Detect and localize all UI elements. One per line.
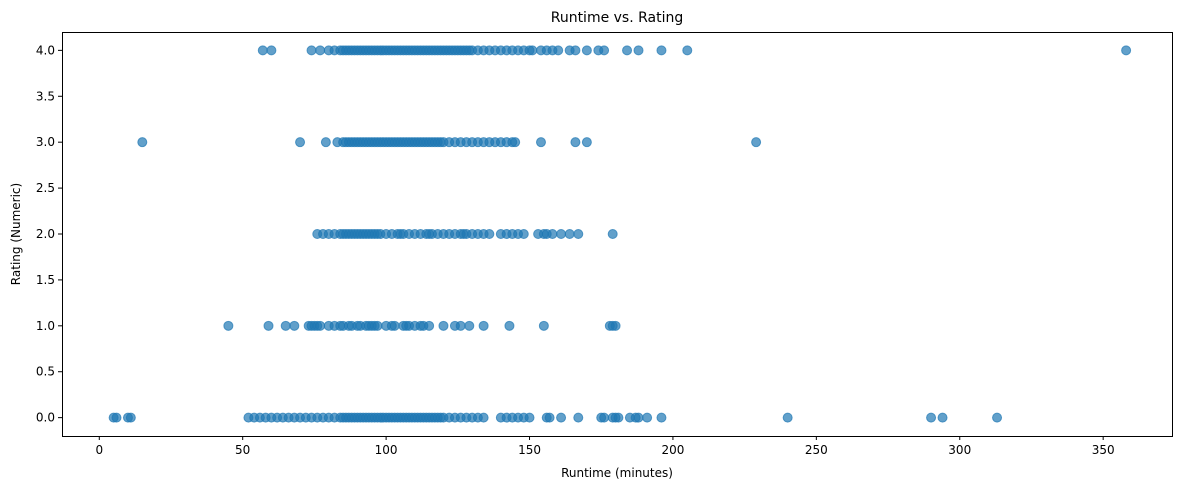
data-point [223,320,234,331]
x-axis: 0 50 100 150 200 250 300 350 [95,436,1115,457]
x-tick-label: 300 [948,443,971,457]
data-point [438,320,449,331]
y-tick-label: 0.5 [36,365,55,379]
y-tick-label: 1.0 [36,319,55,333]
data-point [573,412,584,423]
data-point [535,137,546,148]
data-point [1121,45,1132,56]
data-point [926,412,937,423]
y-tick-label: 3.5 [36,89,55,103]
data-point [372,320,383,331]
data-point [656,412,667,423]
x-tick-label: 250 [805,443,828,457]
data-point [524,412,535,423]
data-point [424,320,435,331]
data-point [633,412,644,423]
points-layer [108,45,1132,423]
data-point [570,137,581,148]
y-tick-label: 2.0 [36,227,55,241]
data-point [656,45,667,56]
data-point [295,137,306,148]
data-point [642,412,653,423]
data-point [607,229,618,239]
data-point [564,229,575,239]
data-point [622,45,633,56]
data-point [782,412,793,423]
plot-frame [62,32,1173,437]
x-tick-label: 200 [661,443,684,457]
data-point [125,412,136,423]
y-tick-label: 0.0 [36,411,55,425]
data-point [455,320,466,331]
data-point [257,45,268,56]
y-tick-label: 4.0 [36,43,55,57]
data-point [389,320,400,331]
chart-title: Runtime vs. Rating [551,10,684,26]
x-tick-label: 50 [235,443,250,457]
data-point [263,320,274,331]
data-point [518,229,529,239]
data-point [137,137,148,148]
data-point [613,412,624,423]
data-point [510,137,521,148]
data-point [320,137,331,148]
data-point [570,45,581,56]
data-point [306,45,317,56]
data-point [682,45,693,56]
data-point [484,229,495,239]
x-tick-label: 350 [1092,443,1115,457]
data-point [504,320,515,331]
y-tick-label: 2.5 [36,181,55,195]
y-axis-label: Rating (Numeric) [9,183,23,285]
data-point [315,45,326,56]
data-point [111,412,122,423]
y-tick-label: 1.5 [36,273,55,287]
data-point [556,412,567,423]
data-point [527,45,538,56]
y-axis: 0.0 0.5 1.0 1.5 2.0 2.5 3.0 3.5 4.0 [36,43,62,425]
data-point [992,412,1003,423]
data-point [556,229,567,239]
data-point [599,412,610,423]
data-point [610,320,621,331]
data-point [553,45,564,56]
data-point [266,45,277,56]
data-point [599,45,610,56]
data-point [544,412,555,423]
data-point [751,137,762,148]
data-point [538,320,549,331]
data-point [464,320,475,331]
data-point [280,320,291,331]
x-tick-label: 150 [518,443,541,457]
data-point [633,45,644,56]
data-point [937,412,948,423]
x-axis-label: Runtime (minutes) [561,466,673,480]
y-tick-label: 3.0 [36,135,55,149]
data-point [581,137,592,148]
data-point [315,320,326,331]
x-tick-label: 100 [375,443,398,457]
data-point [289,320,300,331]
x-tick-label: 0 [95,443,103,457]
data-point [547,229,558,239]
data-point [478,320,489,331]
data-point [478,412,489,423]
data-point [581,45,592,56]
data-point [573,229,584,239]
